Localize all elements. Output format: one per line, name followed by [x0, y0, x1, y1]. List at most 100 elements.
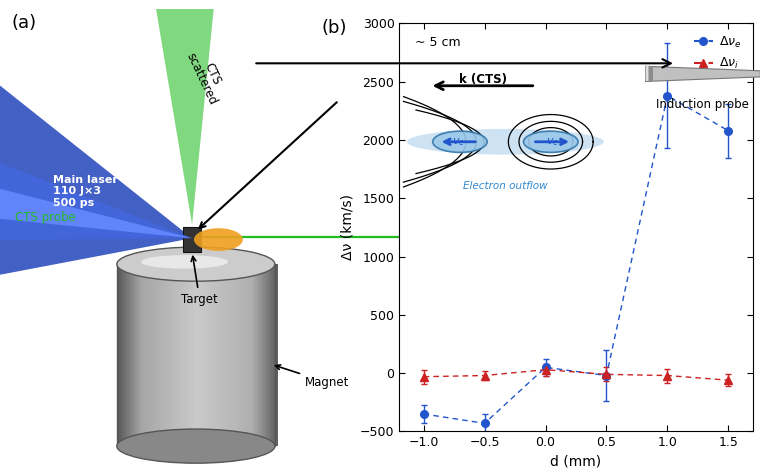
Bar — [211, 264, 214, 446]
Bar — [117, 264, 120, 446]
Bar — [647, 66, 651, 82]
Bar — [149, 264, 151, 446]
Bar — [197, 264, 200, 446]
Bar — [241, 264, 243, 446]
Text: CTS
scattered: CTS scattered — [184, 46, 230, 107]
Bar — [225, 264, 227, 446]
Bar — [123, 264, 125, 446]
Bar — [173, 264, 176, 446]
Bar — [647, 66, 651, 82]
Bar — [190, 264, 194, 446]
Bar — [155, 264, 157, 446]
Bar — [253, 264, 256, 446]
Bar — [275, 264, 277, 446]
Bar — [223, 264, 226, 446]
Bar — [648, 66, 652, 81]
Text: CTS probe: CTS probe — [15, 211, 76, 224]
Bar — [647, 66, 651, 82]
Bar — [647, 66, 650, 82]
Bar — [646, 66, 650, 82]
Bar — [259, 264, 262, 446]
Bar — [153, 264, 156, 446]
Bar — [266, 264, 270, 446]
Bar — [646, 66, 650, 82]
Bar — [219, 264, 222, 446]
Bar — [647, 66, 651, 82]
Polygon shape — [0, 77, 192, 277]
Bar — [180, 264, 184, 446]
Bar — [185, 264, 187, 446]
Text: Induction probe: Induction probe — [657, 98, 749, 111]
Bar — [239, 264, 242, 446]
Bar — [649, 66, 653, 81]
Bar — [217, 264, 220, 446]
Bar — [255, 264, 257, 446]
Bar — [645, 66, 649, 82]
Bar — [199, 264, 201, 446]
Text: Main laser
110 J×3
500 ps: Main laser 110 J×3 500 ps — [53, 175, 118, 208]
Bar — [143, 264, 146, 446]
Bar — [647, 66, 651, 82]
Bar — [141, 264, 144, 446]
Polygon shape — [0, 186, 192, 238]
Bar — [167, 264, 170, 446]
Text: (b): (b) — [322, 19, 347, 38]
Bar — [263, 264, 266, 446]
Bar — [645, 66, 649, 82]
Bar — [175, 264, 177, 446]
Bar — [163, 264, 166, 446]
Bar — [151, 264, 154, 446]
Bar — [145, 264, 147, 446]
X-axis label: d (mm): d (mm) — [551, 455, 601, 469]
Ellipse shape — [141, 255, 228, 269]
Bar — [646, 66, 650, 82]
Bar — [257, 264, 260, 446]
Polygon shape — [645, 66, 760, 82]
Bar — [646, 66, 650, 82]
Bar — [133, 264, 135, 446]
Y-axis label: Δν (km/s): Δν (km/s) — [340, 195, 355, 260]
Bar — [646, 66, 650, 82]
Bar — [237, 264, 240, 446]
Bar — [261, 264, 263, 446]
Bar — [648, 66, 652, 82]
Bar — [251, 264, 253, 446]
Bar — [215, 264, 217, 446]
Bar — [648, 66, 652, 81]
Bar — [245, 264, 247, 446]
Bar — [121, 264, 124, 446]
Text: Target: Target — [181, 257, 218, 306]
Bar — [161, 264, 164, 446]
Polygon shape — [0, 159, 192, 241]
Bar — [231, 264, 233, 446]
Bar — [273, 264, 276, 446]
Bar — [645, 66, 649, 82]
Bar — [649, 66, 653, 81]
Bar — [201, 264, 204, 446]
Bar — [269, 264, 272, 446]
Bar — [648, 66, 652, 82]
Bar — [137, 264, 140, 446]
Bar — [177, 264, 180, 446]
Bar — [205, 264, 207, 446]
Bar — [183, 264, 186, 446]
Bar — [243, 264, 246, 446]
Bar — [159, 264, 161, 446]
Text: Magnet: Magnet — [276, 365, 349, 389]
Ellipse shape — [194, 228, 243, 251]
Bar — [193, 264, 196, 446]
Bar — [203, 264, 206, 446]
Bar — [647, 66, 650, 82]
Bar — [117, 264, 275, 446]
Bar — [195, 264, 197, 446]
Bar — [125, 264, 127, 446]
Bar — [648, 66, 652, 81]
Bar — [647, 66, 650, 82]
Bar — [127, 264, 130, 446]
Bar — [249, 264, 252, 446]
Bar — [647, 66, 651, 82]
Bar — [271, 264, 273, 446]
Bar — [647, 66, 650, 82]
Bar — [247, 264, 250, 446]
Ellipse shape — [117, 429, 275, 463]
